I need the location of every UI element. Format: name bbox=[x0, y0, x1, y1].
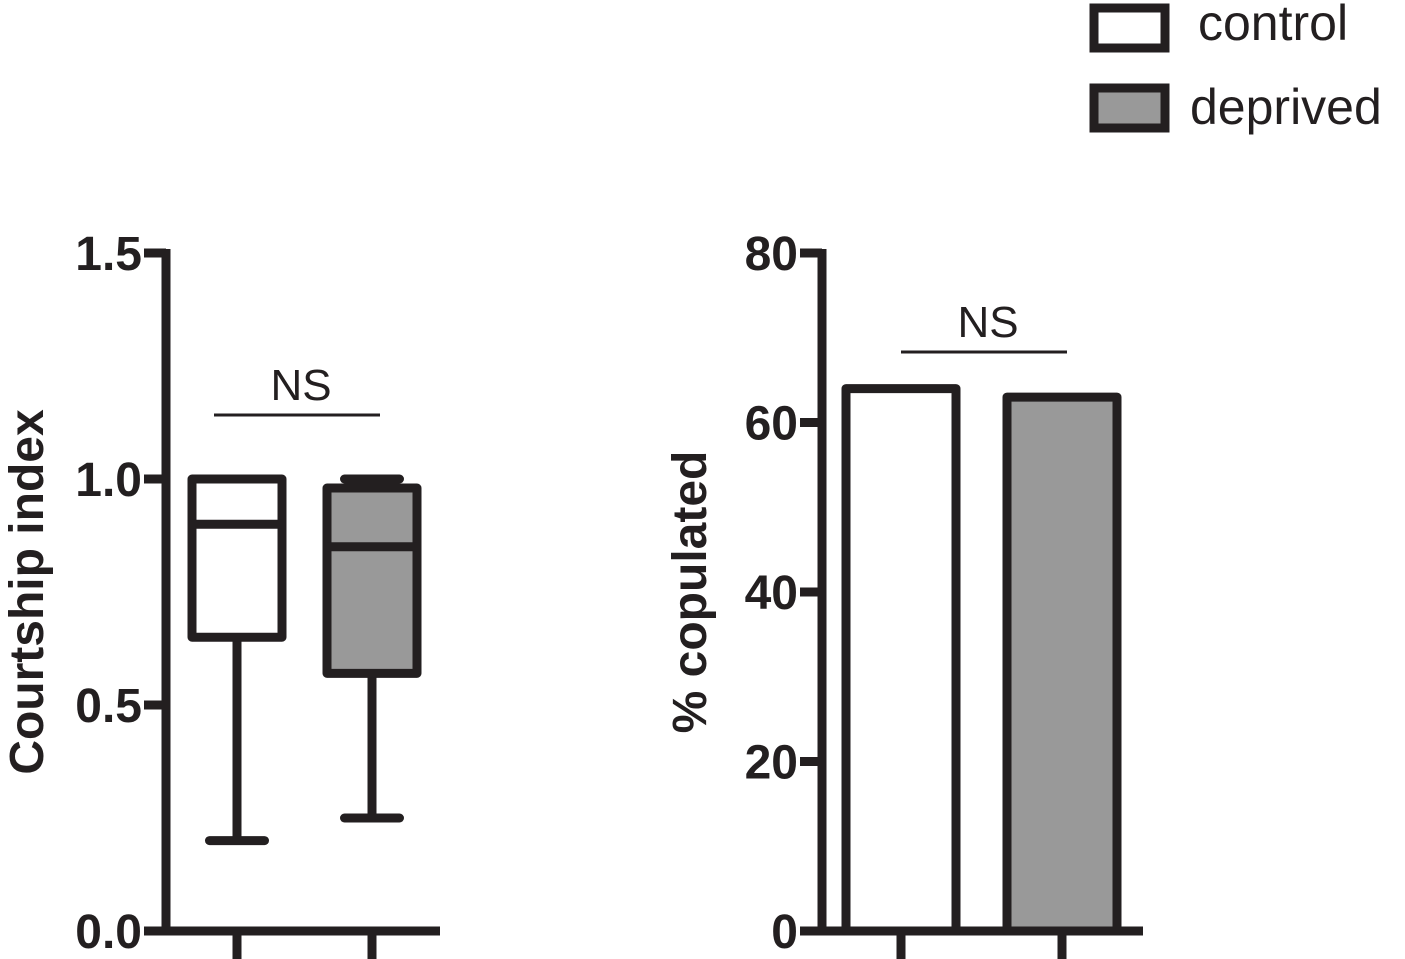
y-tick-label-right: 20 bbox=[745, 737, 798, 790]
boxes bbox=[187, 474, 422, 846]
significance-label-left: NS bbox=[270, 361, 331, 410]
significance-label-right: NS bbox=[957, 298, 1018, 347]
box-iqr-control bbox=[187, 474, 287, 642]
box-control bbox=[187, 474, 287, 846]
y-tick-label-left: 0.5 bbox=[75, 680, 142, 733]
bar-deprived bbox=[1002, 392, 1122, 936]
y-tick-label-right: 40 bbox=[745, 567, 798, 620]
y-tick-label-right: 80 bbox=[745, 228, 798, 281]
bars bbox=[841, 384, 1122, 936]
box-deprived bbox=[322, 474, 422, 823]
significance-annotation-left: NS bbox=[214, 361, 380, 417]
legend-item-deprived: deprived bbox=[1089, 79, 1382, 135]
legend: control deprived bbox=[1089, 0, 1382, 135]
y-axis-label-copulated: % copulated bbox=[664, 451, 717, 734]
y-tick-label-left: 1.5 bbox=[75, 228, 142, 281]
legend-label-control: control bbox=[1198, 0, 1348, 51]
significance-annotation-right: NS bbox=[901, 298, 1067, 354]
legend-swatch-control bbox=[1089, 3, 1170, 53]
y-tick-labels-right: 0 20 40 60 80 bbox=[745, 228, 798, 959]
legend-label-deprived: deprived bbox=[1190, 79, 1382, 135]
y-tick-label-left: 0.0 bbox=[75, 906, 142, 959]
box-iqr-deprived bbox=[322, 483, 422, 678]
legend-item-control: control bbox=[1089, 0, 1348, 53]
legend-swatch-deprived bbox=[1089, 83, 1170, 133]
courtship-boxplot: Courtship index 0.0 0.5 1.0 1.5 NS bbox=[1, 228, 440, 959]
y-tick-label-right: 60 bbox=[745, 398, 798, 451]
y-tick-label-left: 1.0 bbox=[75, 454, 142, 507]
bar-control bbox=[841, 384, 961, 936]
y-axis-label-courtship: Courtship index bbox=[1, 409, 54, 775]
copulated-barchart: % copulated 0 20 40 60 80 NS bbox=[664, 228, 1143, 959]
y-tick-labels-left: 0.0 0.5 1.0 1.5 bbox=[75, 228, 142, 959]
axes-left bbox=[144, 248, 440, 959]
y-tick-label-right: 0 bbox=[771, 906, 798, 959]
